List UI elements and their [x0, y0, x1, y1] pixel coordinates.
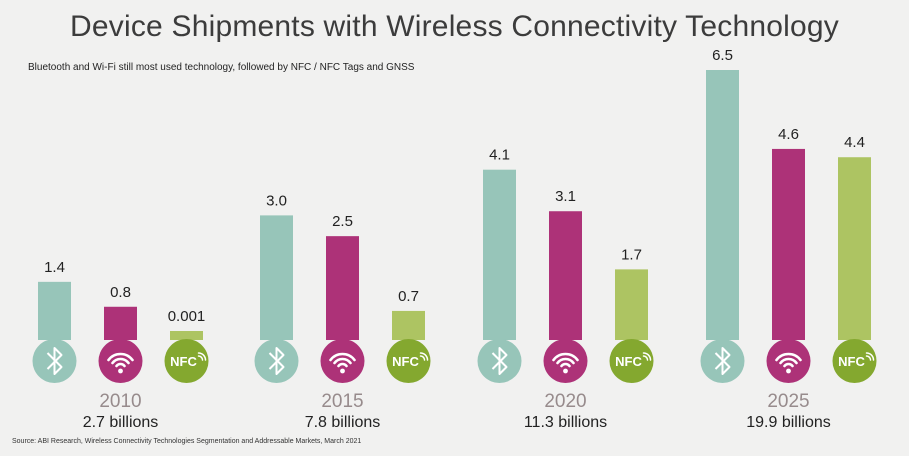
bar: [483, 169, 516, 340]
bar-value-label: 4.1: [489, 147, 510, 164]
bar: [706, 70, 739, 340]
bluetooth-icon: [254, 339, 299, 383]
bar: [392, 310, 425, 340]
year-label: 2010: [99, 391, 141, 412]
nfc-icon: NFC: [609, 339, 654, 383]
bar-value-label: 3.1: [555, 188, 576, 205]
svg-text:NFC: NFC: [615, 354, 642, 369]
bar-value-label: 4.6: [778, 126, 799, 143]
bar-value-label: 0.8: [110, 284, 131, 301]
total-label: 7.8 billions: [305, 414, 381, 431]
total-label: 11.3 billions: [524, 414, 607, 431]
bluetooth-icon: [477, 339, 522, 383]
bluetooth-icon: [700, 339, 745, 383]
bluetooth-icon: [32, 339, 77, 383]
year-label: 2020: [544, 391, 586, 412]
chart-subtitle: Bluetooth and Wi-Fi still most used tech…: [28, 62, 415, 73]
year-label: 2025: [767, 391, 809, 412]
bar: [38, 281, 71, 340]
bar-value-label: 2.5: [332, 213, 353, 230]
bar-value-label: 0.7: [398, 288, 419, 305]
bar-value-label: 3.0: [266, 192, 287, 209]
bar: [838, 157, 871, 340]
bar: [260, 215, 293, 340]
source-note: Source: ABI Research, Wireless Connectiv…: [12, 438, 362, 445]
svg-text:NFC: NFC: [392, 354, 419, 369]
bar: [772, 148, 805, 340]
nfc-icon: NFC: [386, 339, 431, 383]
bar: [326, 236, 359, 340]
chart-title: Device Shipments with Wireless Connectiv…: [70, 10, 839, 43]
wifi-icon: [98, 339, 143, 383]
bar-value-label: 4.4: [844, 134, 865, 151]
wifi-icon: [320, 339, 365, 383]
bar-value-label: 0.001: [168, 308, 206, 325]
nfc-icon: NFC: [164, 339, 209, 383]
svg-text:NFC: NFC: [838, 354, 865, 369]
bar: [549, 211, 582, 340]
bar: [104, 306, 137, 340]
total-label: 2.7 billions: [83, 414, 159, 431]
svg-text:NFC: NFC: [170, 354, 197, 369]
year-label: 2015: [321, 391, 363, 412]
bar-value-label: 1.4: [44, 259, 65, 276]
bar: [615, 269, 648, 340]
bar: [170, 331, 203, 340]
bar-value-label: 1.7: [621, 246, 642, 263]
wifi-icon: [543, 339, 588, 383]
wifi-icon: [766, 339, 811, 383]
nfc-icon: NFC: [832, 339, 877, 383]
total-label: 19.9 billions: [746, 414, 831, 431]
bar-value-label: 6.5: [712, 47, 733, 64]
